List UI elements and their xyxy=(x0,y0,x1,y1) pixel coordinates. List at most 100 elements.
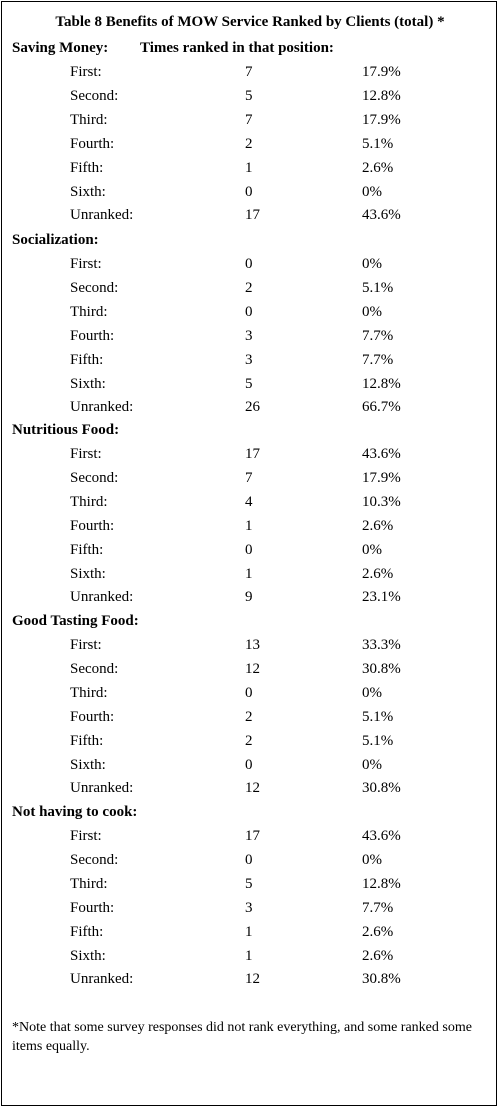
section-header: Not having to cook: xyxy=(12,804,138,820)
rank-count: 0 xyxy=(245,756,253,773)
rank-position: Third: xyxy=(70,493,108,510)
rank-position: Unranked: xyxy=(70,207,134,224)
footnote: *Note that some survey responses did not… xyxy=(12,1020,472,1054)
rank-percent: 7.7% xyxy=(362,351,394,368)
rank-percent: 2.6% xyxy=(362,565,394,582)
rank-position: Fifth: xyxy=(70,732,104,749)
rank-percent: 66.7% xyxy=(362,399,401,416)
table-row: Fifth: 1 2.6% xyxy=(2,924,498,946)
rank-percent: 30.8% xyxy=(362,780,401,797)
rank-position: Fifth: xyxy=(70,923,104,940)
table-row: Sixth: 5 12.8% xyxy=(2,376,498,398)
rank-percent: 17.9% xyxy=(362,469,401,486)
rank-percent: 43.6% xyxy=(362,828,401,844)
rank-position: First: xyxy=(70,64,102,80)
rank-percent: 0% xyxy=(362,851,382,868)
table-row: Fourth: 2 5.1% xyxy=(2,709,498,731)
rank-count: 2 xyxy=(245,135,253,152)
rank-percent: 17.9% xyxy=(362,64,401,80)
rank-count: 7 xyxy=(245,469,253,486)
rank-count: 12 xyxy=(245,971,260,988)
table-row: Second: 0 0% xyxy=(2,852,498,874)
table-row: Sixth: 0 0% xyxy=(2,184,498,206)
table-row: First: 17 43.6% xyxy=(2,828,498,850)
rank-count: 13 xyxy=(245,637,260,653)
table-title: Table 8 Benefits of MOW Service Ranked b… xyxy=(55,14,445,30)
section-header: Saving Money: xyxy=(12,40,109,56)
rank-count: 0 xyxy=(245,851,253,868)
rank-percent: 0% xyxy=(362,756,382,773)
rank-position: Second: xyxy=(70,851,119,868)
rank-position: Sixth: xyxy=(70,183,106,200)
table-row: Second: 7 17.9% xyxy=(2,470,498,492)
rank-percent: 33.3% xyxy=(362,637,401,653)
table-row: Second: 2 5.1% xyxy=(2,280,498,302)
section-header: Nutritious Food: xyxy=(12,422,120,438)
rank-position: First: xyxy=(70,637,102,653)
rank-count: 7 xyxy=(245,111,253,128)
rank-count: 12 xyxy=(245,660,260,677)
rank-position: Fourth: xyxy=(70,708,115,725)
rank-position: Fourth: xyxy=(70,517,115,534)
rank-percent: 2.6% xyxy=(362,517,394,534)
table-row: First: 0 0% xyxy=(2,256,498,278)
rank-count: 0 xyxy=(245,256,253,272)
table-row: Fourth: 3 7.7% xyxy=(2,328,498,350)
column-header: Times ranked in that position: xyxy=(140,40,334,56)
rank-percent: 0% xyxy=(362,303,382,320)
rank-count: 1 xyxy=(245,517,253,534)
rank-position: Fifth: xyxy=(70,541,104,558)
rank-position: Fourth: xyxy=(70,327,115,344)
rank-percent: 30.8% xyxy=(362,660,401,677)
rank-count: 5 xyxy=(245,87,253,104)
rank-count: 3 xyxy=(245,327,253,344)
table-row: Sixth: 1 2.6% xyxy=(2,948,498,970)
rank-position: First: xyxy=(70,828,102,844)
table-row: Unranked: 12 30.8% xyxy=(2,780,498,802)
rank-percent: 5.1% xyxy=(362,732,394,749)
rank-count: 4 xyxy=(245,493,253,510)
rank-count: 5 xyxy=(245,875,253,892)
rank-position: Fourth: xyxy=(70,899,115,916)
table-row: Fifth: 0 0% xyxy=(2,542,498,564)
rank-position: Unranked: xyxy=(70,780,134,797)
rank-position: Sixth: xyxy=(70,756,106,773)
rank-percent: 2.6% xyxy=(362,923,394,940)
rank-count: 3 xyxy=(245,351,253,368)
table-row: Third: 7 17.9% xyxy=(2,112,498,134)
rank-percent: 12.8% xyxy=(362,87,401,104)
table-row: First: 7 17.9% xyxy=(2,64,498,86)
section-header: Socialization: xyxy=(12,232,99,248)
rank-position: Fifth: xyxy=(70,351,104,368)
rank-position: Sixth: xyxy=(70,565,106,582)
table-row: Fifth: 2 5.1% xyxy=(2,733,498,755)
rank-percent: 23.1% xyxy=(362,589,401,606)
rank-count: 5 xyxy=(245,375,253,392)
rank-count: 26 xyxy=(245,399,260,416)
rank-count: 1 xyxy=(245,159,253,176)
rank-count: 2 xyxy=(245,279,253,296)
rank-count: 0 xyxy=(245,541,253,558)
rank-position: Sixth: xyxy=(70,375,106,392)
rank-percent: 12.8% xyxy=(362,875,401,892)
rank-count: 1 xyxy=(245,947,253,964)
rank-position: Third: xyxy=(70,684,108,701)
rank-position: Sixth: xyxy=(70,947,106,964)
rank-count: 1 xyxy=(245,565,253,582)
table-row: Second: 5 12.8% xyxy=(2,88,498,110)
rank-percent: 0% xyxy=(362,684,382,701)
rank-count: 2 xyxy=(245,732,253,749)
rank-count: 17 xyxy=(245,828,260,844)
rank-position: Unranked: xyxy=(70,399,134,416)
table-row: Fourth: 3 7.7% xyxy=(2,900,498,922)
rank-count: 0 xyxy=(245,303,253,320)
table-row: Unranked: 17 43.6% xyxy=(2,207,498,229)
section-header: Good Tasting Food: xyxy=(12,613,139,629)
rank-percent: 2.6% xyxy=(362,947,394,964)
table-row: Third: 5 12.8% xyxy=(2,876,498,898)
rank-position: Third: xyxy=(70,111,108,128)
rank-count: 17 xyxy=(245,446,260,462)
rank-position: First: xyxy=(70,256,102,272)
table-row: Unranked: 12 30.8% xyxy=(2,971,498,993)
rank-position: Fifth: xyxy=(70,159,104,176)
